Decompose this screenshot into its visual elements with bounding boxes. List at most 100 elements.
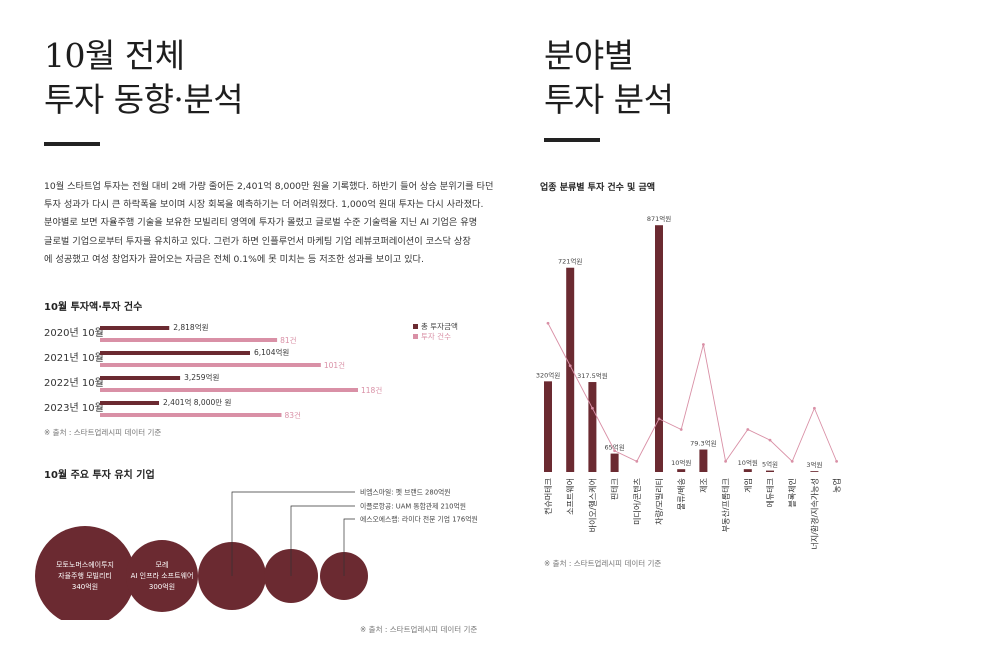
amount-bar: [100, 401, 160, 405]
sector-amount-bar: [544, 381, 552, 472]
sector-category-label: 소프트웨어: [565, 478, 575, 515]
sector-count-point: [746, 428, 750, 431]
sector-category-label: 미디어/콘텐츠: [632, 478, 642, 525]
sector-count-point: [702, 343, 705, 346]
sector-count-point: [657, 417, 661, 421]
amount-bar: [100, 326, 170, 330]
legend-count-swatch: [413, 334, 418, 339]
left-title-line1: 10월 전체: [44, 36, 185, 75]
sector-chart-title: 업종 분류별 투자 건수 및 금액: [540, 183, 656, 193]
sector-count-point: [724, 459, 727, 463]
sector-category-label: 제조: [699, 478, 708, 493]
sector-amount-bar: [566, 267, 575, 472]
top-companies-source: ※ 출처 : 스타트업레시피 데이터 기준: [360, 625, 478, 634]
amount-label: 6,104억원: [254, 348, 289, 357]
count-label: 118건: [361, 385, 382, 395]
amount-bar: [100, 376, 181, 380]
callout-leader: [231, 491, 355, 576]
company-bubble-label: 모토노머스에이투지: [56, 560, 114, 569]
intro-line: 에 성공했고 여성 창업자가 끌어오는 자금은 전체 0.1%에 못 미치는 등…: [44, 253, 424, 265]
invest-section-title: 10월 투자액·투자 건수: [44, 302, 143, 313]
left-title: 10월 전체 투자 동향·분석: [44, 34, 244, 122]
sector-amount-label: 10억원: [738, 458, 758, 467]
sector-amount-label: 721억원: [558, 257, 582, 266]
sector-category-label: 차량/모빌리티: [654, 478, 664, 525]
callout-label: 이플로항공: UAM 통합관제 210억원: [360, 502, 466, 511]
sector-count-point: [813, 406, 816, 410]
sector-amount-bar: [699, 449, 708, 472]
sector-category-label: 게임: [743, 478, 753, 493]
sector-count-point: [591, 406, 594, 410]
sector-count-point: [790, 459, 794, 463]
sector-category-label: 농업: [833, 478, 842, 493]
sector-category-label: 핀테크: [611, 478, 620, 500]
company-bubble-label: 300억원: [149, 582, 175, 591]
sector-category-label: 부동산/프롭테크: [721, 478, 731, 532]
year-label: 2023년 10월: [44, 402, 104, 414]
sector-amount-label: 871억원: [647, 214, 671, 223]
right-title-divider: [544, 138, 600, 142]
sector-category-label: 에듀테크: [766, 478, 775, 507]
sector-source: ※ 출처 : 스타트업레시피 데이터 기준: [544, 559, 662, 568]
company-bubble: [35, 526, 135, 620]
invest-source: ※ 출처 : 스타트업레시피 데이터 기준: [44, 428, 162, 437]
sector-amount-bar: [810, 471, 819, 472]
sector-amount-bar: [677, 469, 686, 472]
sector-count-point: [835, 459, 838, 463]
callout-leader: [343, 518, 355, 576]
sector-amount-bar: [610, 453, 619, 472]
sector-count-line: [547, 323, 838, 463]
sector-count-point: [613, 449, 616, 453]
sector-amount-label: 320억원: [536, 370, 560, 379]
intro-line: 글로벌 기업으로부터 투자를 유치하고 있다. 그런가 하면 인플루언서 마케팅…: [44, 235, 471, 247]
sector-amount-label: 317.5억원: [577, 371, 608, 380]
count-label: 101건: [324, 360, 345, 370]
sector-count-point: [568, 364, 572, 368]
left-title-line2: 투자 동향·분석: [44, 80, 244, 119]
legend-count-label: 투자 건수: [421, 331, 451, 341]
callout-leader: [290, 505, 355, 576]
intro-line: 분야별로 보면 자율주행 기술을 보유한 모빌리티 영역에 투자가 몰렸고 글로…: [44, 217, 478, 229]
invest-bar-chart: 2020년 10월 2,818억원 81건 2021년 10월 6,104억원 101건 2…: [44, 321, 458, 420]
count-bar: [100, 338, 278, 342]
right-title: 분야별 투자 분석: [544, 34, 674, 122]
sector-amount-label: 65억원: [604, 443, 624, 452]
sector-category-label: 블록체인: [787, 478, 797, 507]
sector-count-point: [679, 428, 683, 431]
company-bubble-label: 모레: [156, 560, 169, 569]
year-label: 2020년 10월: [44, 327, 104, 339]
count-bar: [100, 363, 321, 367]
sector-amount-label: 3억원: [806, 460, 822, 469]
sector-category-label: 컨슈머테크: [543, 478, 553, 515]
sector-amount-bar: [743, 469, 752, 472]
sector-category-label: 바이오/헬스케어: [587, 478, 597, 532]
right-title-line1: 분야별: [544, 36, 634, 75]
intro-line: 투자 성과가 다시 큰 하락폭을 보이며 시장 회복을 예측하기는 더 어려워졌…: [44, 199, 484, 211]
sector-amount-label: 79.3억원: [690, 439, 716, 448]
company-bubble-label: AI 인프라 소프트웨어: [131, 571, 194, 580]
sector-amount-label: 5억원: [762, 460, 778, 469]
intro-paragraph: 10월 스타트업 투자는 전월 대비 2배 가량 줄어든 2,401억 8,00…: [44, 178, 494, 269]
year-label: 2021년 10월: [44, 352, 104, 364]
sector-count-point: [635, 459, 639, 463]
year-label: 2022년 10월: [44, 377, 104, 389]
intro-line: 10월 스타트업 투자는 전월 대비 2배 가량 줄어든 2,401억 8,00…: [44, 181, 494, 192]
callout-label: 비엠스마일: 펫 브랜드 280억원: [360, 488, 451, 497]
amount-bar: [100, 351, 250, 355]
count-bar: [100, 388, 358, 392]
company-bubble-label: 340억원: [72, 582, 98, 591]
count-label: 83건: [284, 410, 301, 420]
sector-amount-bar: [766, 470, 774, 472]
count-bar: [100, 413, 282, 417]
top-companies-title: 10월 주요 투자 유치 기업: [44, 470, 155, 481]
legend-amount-swatch: [413, 324, 418, 329]
legend-amount-label: 총 투자금액: [421, 321, 458, 331]
sector-amount-label: 10억원: [671, 458, 691, 467]
left-title-divider: [44, 142, 100, 146]
callout-label: 에스오에스랩: 라이다 전문 기업 176억원: [360, 515, 478, 524]
sector-amount-bar: [655, 225, 663, 472]
amount-label: 3,259억원: [184, 373, 219, 382]
amount-label: 2,401억 8,000만 원: [163, 398, 232, 407]
count-label: 81건: [280, 335, 297, 345]
